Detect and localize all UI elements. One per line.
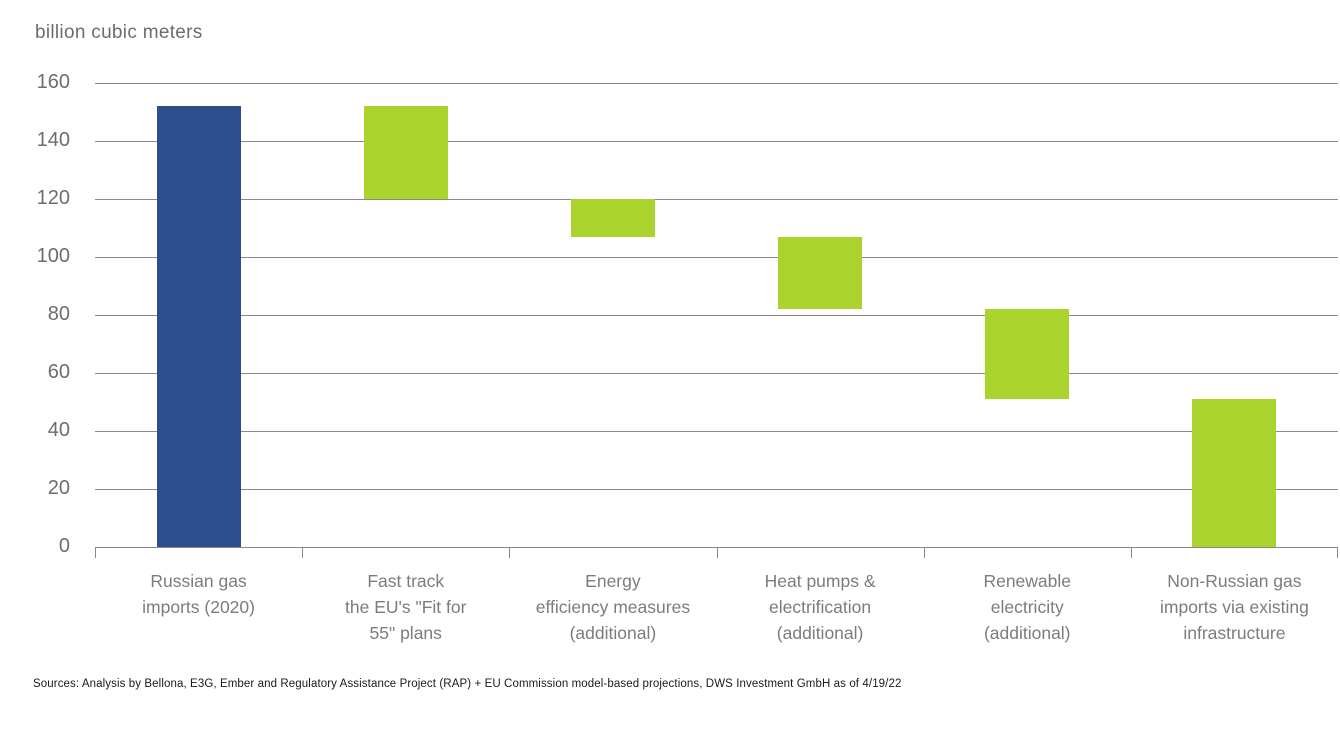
- chart-title: billion cubic meters: [35, 22, 203, 43]
- category-label-renewable-electricity: Renewable electricity (additional): [924, 568, 1131, 646]
- category-label-heat-pumps-electrification: Heat pumps & electrification (additional): [717, 568, 924, 646]
- x-axis-tick: [923, 547, 925, 558]
- y-tick-label-60: 60: [47, 361, 70, 383]
- y-tick-label-80: 80: [47, 303, 70, 325]
- category-label-line: imports via existing: [1160, 597, 1309, 617]
- bar-renewable-electricity: [985, 309, 1070, 400]
- y-tick-label-40: 40: [47, 419, 70, 441]
- x-axis-tick: [1337, 547, 1338, 558]
- category-label-line: Energy: [585, 571, 641, 591]
- gridline-140: [95, 140, 1338, 142]
- source-note: Sources: Analysis by Bellona, E3G, Ember…: [33, 678, 902, 690]
- category-label-line: (additional): [983, 623, 1071, 643]
- x-axis-tick: [95, 547, 96, 558]
- category-label-line: Russian gas: [150, 571, 247, 591]
- bar-heat-pumps-electrification: [778, 236, 863, 310]
- x-axis-tick: [509, 547, 511, 558]
- gridline-160: [95, 82, 1338, 84]
- category-label-energy-efficiency-measures: Energy efficiency measures (additional): [509, 568, 716, 646]
- gridline-60: [95, 372, 1338, 374]
- category-label-line: Non-Russian gas: [1167, 571, 1302, 591]
- category-label-fast-track-fit-for-55: Fast track the EU's "Fit for 55" plans: [302, 568, 509, 646]
- category-label-line: electricity: [990, 597, 1064, 617]
- category-label-russian-gas-imports-2020: Russian gas imports (2020): [95, 568, 302, 620]
- y-tick-label-0: 0: [58, 535, 70, 557]
- category-label-line: (additional): [776, 623, 864, 643]
- bar-russian-gas-imports-2020: [156, 106, 241, 547]
- bar-fast-track-fit-for-55: [363, 106, 448, 199]
- gridline-80: [95, 314, 1338, 316]
- category-label-line: imports (2020): [142, 597, 255, 617]
- gridline-20: [95, 488, 1338, 490]
- category-label-non-russian-gas-imports: Non-Russian gas imports via existing infra…: [1131, 568, 1338, 646]
- gridline-120: [95, 198, 1338, 200]
- category-label-line: Heat pumps &: [764, 571, 876, 591]
- y-tick-label-100: 100: [36, 245, 70, 267]
- x-axis-tick: [302, 547, 304, 558]
- category-label-line: (additional): [569, 623, 657, 643]
- category-label-line: 55" plans: [369, 623, 442, 643]
- category-label-line: the EU's "Fit for: [345, 597, 467, 617]
- bar-energy-efficiency-measures: [570, 199, 655, 237]
- x-axis-tick: [716, 547, 718, 558]
- plot-area: [95, 82, 1338, 558]
- category-label-line: infrastructure: [1183, 623, 1286, 643]
- category-label-line: electrification: [769, 597, 872, 617]
- category-label-line: Renewable: [983, 571, 1072, 591]
- y-tick-label-120: 120: [36, 187, 70, 209]
- y-tick-label-160: 160: [36, 71, 70, 93]
- category-label-line: Fast track: [367, 571, 445, 591]
- category-label-line: efficiency measures: [535, 597, 691, 617]
- gridline-40: [95, 430, 1338, 432]
- y-tick-label-20: 20: [47, 477, 70, 499]
- y-tick-label-140: 140: [36, 129, 70, 151]
- bar-non-russian-gas-imports: [1192, 399, 1277, 547]
- gridline-100: [95, 256, 1338, 258]
- x-axis-tick: [1130, 547, 1132, 558]
